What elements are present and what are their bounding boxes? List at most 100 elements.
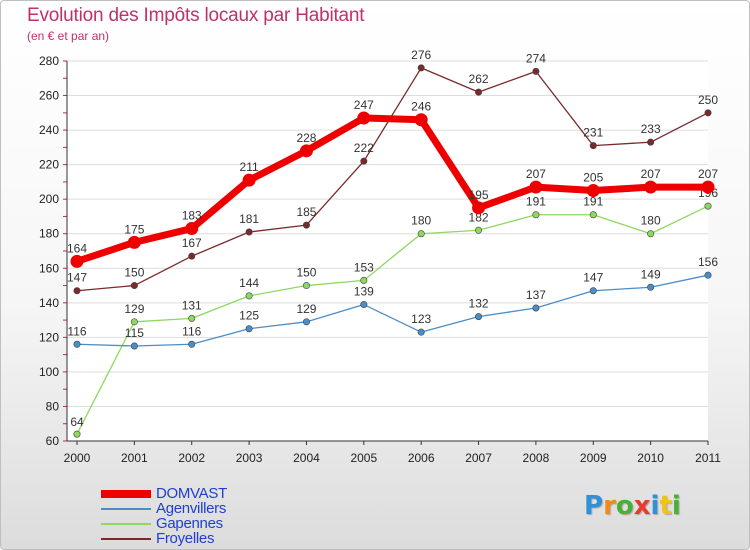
data-label-domvast-2: 183 xyxy=(182,209,202,223)
x-tick-label-4: 2004 xyxy=(293,451,320,465)
plot-area xyxy=(67,61,708,441)
data-point-agenvillers-3 xyxy=(245,325,253,333)
data-point-froyelles-0 xyxy=(73,287,81,295)
data-point-agenvillers-8 xyxy=(532,304,540,312)
data-label-froyelles-5: 222 xyxy=(354,141,374,155)
data-label-froyelles-3: 181 xyxy=(239,212,259,226)
data-label-gapennes-4: 150 xyxy=(296,266,316,280)
data-point-agenvillers-6 xyxy=(417,328,425,336)
data-label-froyelles-8: 274 xyxy=(526,51,546,65)
data-label-domvast-10: 207 xyxy=(641,167,661,181)
data-point-froyelles-4 xyxy=(302,221,310,229)
y-tick-label-4: 140 xyxy=(39,296,59,310)
data-label-agenvillers-2: 116 xyxy=(182,324,201,338)
chart-subtitle: (en € et par an) xyxy=(27,29,110,43)
data-label-gapennes-10: 180 xyxy=(641,214,661,228)
y-tick-label-6: 180 xyxy=(39,227,59,241)
data-point-domvast-9 xyxy=(586,184,600,198)
legend-label: DOMVAST xyxy=(156,485,227,502)
data-label-agenvillers-1: 115 xyxy=(125,326,144,340)
data-point-gapennes-10 xyxy=(647,230,655,238)
data-point-gapennes-11 xyxy=(704,202,712,210)
data-point-gapennes-9 xyxy=(589,211,597,219)
data-point-agenvillers-9 xyxy=(589,287,597,295)
data-label-domvast-7: 195 xyxy=(469,188,489,202)
data-point-domvast-5 xyxy=(357,111,371,125)
x-tick-label-0: 2000 xyxy=(64,451,91,465)
data-label-domvast-4: 228 xyxy=(296,131,316,145)
legend-label: Agenvillers xyxy=(156,500,227,517)
data-label-froyelles-9: 231 xyxy=(583,126,603,140)
data-label-agenvillers-3: 125 xyxy=(239,309,259,323)
data-label-agenvillers-10: 149 xyxy=(641,267,661,281)
data-label-gapennes-5: 153 xyxy=(354,260,374,274)
data-label-froyelles-7: 262 xyxy=(469,72,489,86)
data-point-agenvillers-10 xyxy=(647,283,655,291)
series-line-froyelles xyxy=(76,67,709,292)
y-tick-label-3: 120 xyxy=(39,330,59,344)
series-line-gapennes xyxy=(76,205,709,435)
data-point-gapennes-7 xyxy=(475,226,483,234)
chart-title: Evolution des Impôts locaux par Habitant xyxy=(27,5,365,26)
data-label-froyelles-10: 233 xyxy=(641,122,661,136)
data-label-agenvillers-5: 139 xyxy=(354,285,374,299)
data-point-gapennes-3 xyxy=(245,292,253,300)
y-tick-label-11: 280 xyxy=(39,54,59,68)
x-tick-label-2: 2002 xyxy=(178,451,205,465)
legend-label: Froyelles xyxy=(156,530,215,547)
data-point-agenvillers-2 xyxy=(188,340,196,348)
data-point-domvast-4 xyxy=(299,144,313,158)
data-point-froyelles-10 xyxy=(647,138,655,146)
data-label-froyelles-1: 150 xyxy=(124,266,144,280)
data-label-domvast-11: 207 xyxy=(698,167,718,181)
data-label-agenvillers-8: 137 xyxy=(526,288,546,302)
data-label-domvast-1: 175 xyxy=(124,222,144,236)
data-label-domvast-6: 246 xyxy=(411,100,431,114)
data-point-domvast-11 xyxy=(701,180,715,194)
data-point-froyelles-3 xyxy=(245,228,253,236)
data-label-agenvillers-11: 156 xyxy=(698,255,718,269)
x-tick-label-9: 2009 xyxy=(580,451,607,465)
data-point-agenvillers-4 xyxy=(302,318,310,326)
data-label-gapennes-9: 191 xyxy=(583,195,603,209)
data-point-agenvillers-7 xyxy=(475,313,483,321)
y-tick-label-7: 200 xyxy=(39,192,59,206)
x-tick-label-10: 2010 xyxy=(637,451,664,465)
brand-logo: Proxiti xyxy=(584,491,681,521)
data-point-gapennes-5 xyxy=(360,276,368,284)
data-label-gapennes-3: 144 xyxy=(239,276,259,290)
data-label-gapennes-7: 182 xyxy=(469,210,489,224)
data-label-froyelles-11: 250 xyxy=(698,93,718,107)
data-point-domvast-1 xyxy=(127,235,141,249)
data-point-agenvillers-0 xyxy=(73,340,81,348)
data-point-gapennes-8 xyxy=(532,211,540,219)
y-tick-label-0: 60 xyxy=(46,434,60,448)
data-label-froyelles-4: 185 xyxy=(296,205,316,219)
data-point-agenvillers-11 xyxy=(704,271,712,279)
data-point-agenvillers-5 xyxy=(360,301,368,309)
y-tick-label-8: 220 xyxy=(39,158,59,172)
data-label-gapennes-1: 129 xyxy=(124,302,144,316)
data-point-gapennes-4 xyxy=(302,282,310,290)
data-label-gapennes-0: 64 xyxy=(70,415,84,429)
data-label-agenvillers-7: 132 xyxy=(469,297,489,311)
x-tick-label-3: 2003 xyxy=(236,451,263,465)
data-label-agenvillers-4: 129 xyxy=(296,302,316,316)
legend-label: Gapennes xyxy=(156,515,223,532)
data-label-froyelles-0: 147 xyxy=(67,271,87,285)
data-label-domvast-9: 205 xyxy=(583,171,603,185)
x-tick-label-1: 2001 xyxy=(121,451,148,465)
data-point-domvast-6 xyxy=(414,113,428,127)
legend-swatch xyxy=(101,490,151,498)
data-label-froyelles-2: 167 xyxy=(182,236,202,250)
data-point-domvast-3 xyxy=(242,173,256,187)
data-point-domvast-10 xyxy=(644,180,658,194)
data-label-domvast-0: 164 xyxy=(67,241,87,255)
data-label-agenvillers-9: 147 xyxy=(583,271,603,285)
x-tick-label-7: 2007 xyxy=(465,451,492,465)
data-point-gapennes-0 xyxy=(73,430,81,438)
x-tick-label-6: 2006 xyxy=(408,451,435,465)
legend-swatch xyxy=(101,523,151,525)
